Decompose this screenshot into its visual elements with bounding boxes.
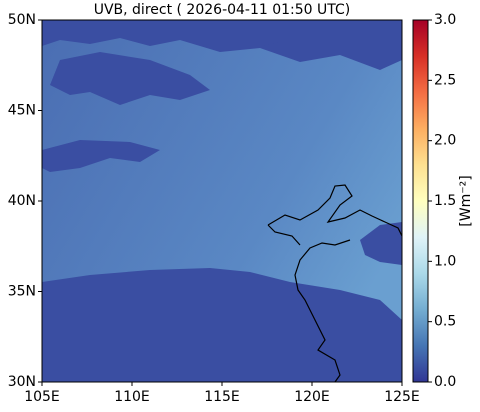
colorbar-tick-label: 1.5 [434,193,456,209]
x-tick-label: 105E [24,389,60,405]
x-tick-label: 115E [204,389,240,405]
colorbar-tick-label: 0.0 [434,374,456,390]
y-tick-label: 30N [8,374,36,390]
colorbar-tick-label: 1.0 [434,253,456,269]
x-tick-label: 110E [114,389,150,405]
colorbar-tick-label: 3.0 [434,12,456,28]
y-tick-label: 40N [8,193,36,209]
map [42,20,402,382]
y-tick-label: 45N [8,103,36,119]
colorbar [412,19,429,383]
x-tick-label: 125E [384,389,420,405]
colorbar-tick-label: 2.5 [434,72,456,88]
y-tick-label: 50N [8,12,36,28]
x-tick-label: 120E [294,389,330,405]
chart-title: UVB, direct ( 2026-04-11 01:50 UTC) [94,2,351,18]
colorbar-tick-label: 0.5 [434,314,456,330]
y-tick-label: 35N [8,284,36,300]
colorbar-tick-label: 2.0 [434,133,456,149]
colorbar-label: [Wm⁻²] [458,175,474,226]
